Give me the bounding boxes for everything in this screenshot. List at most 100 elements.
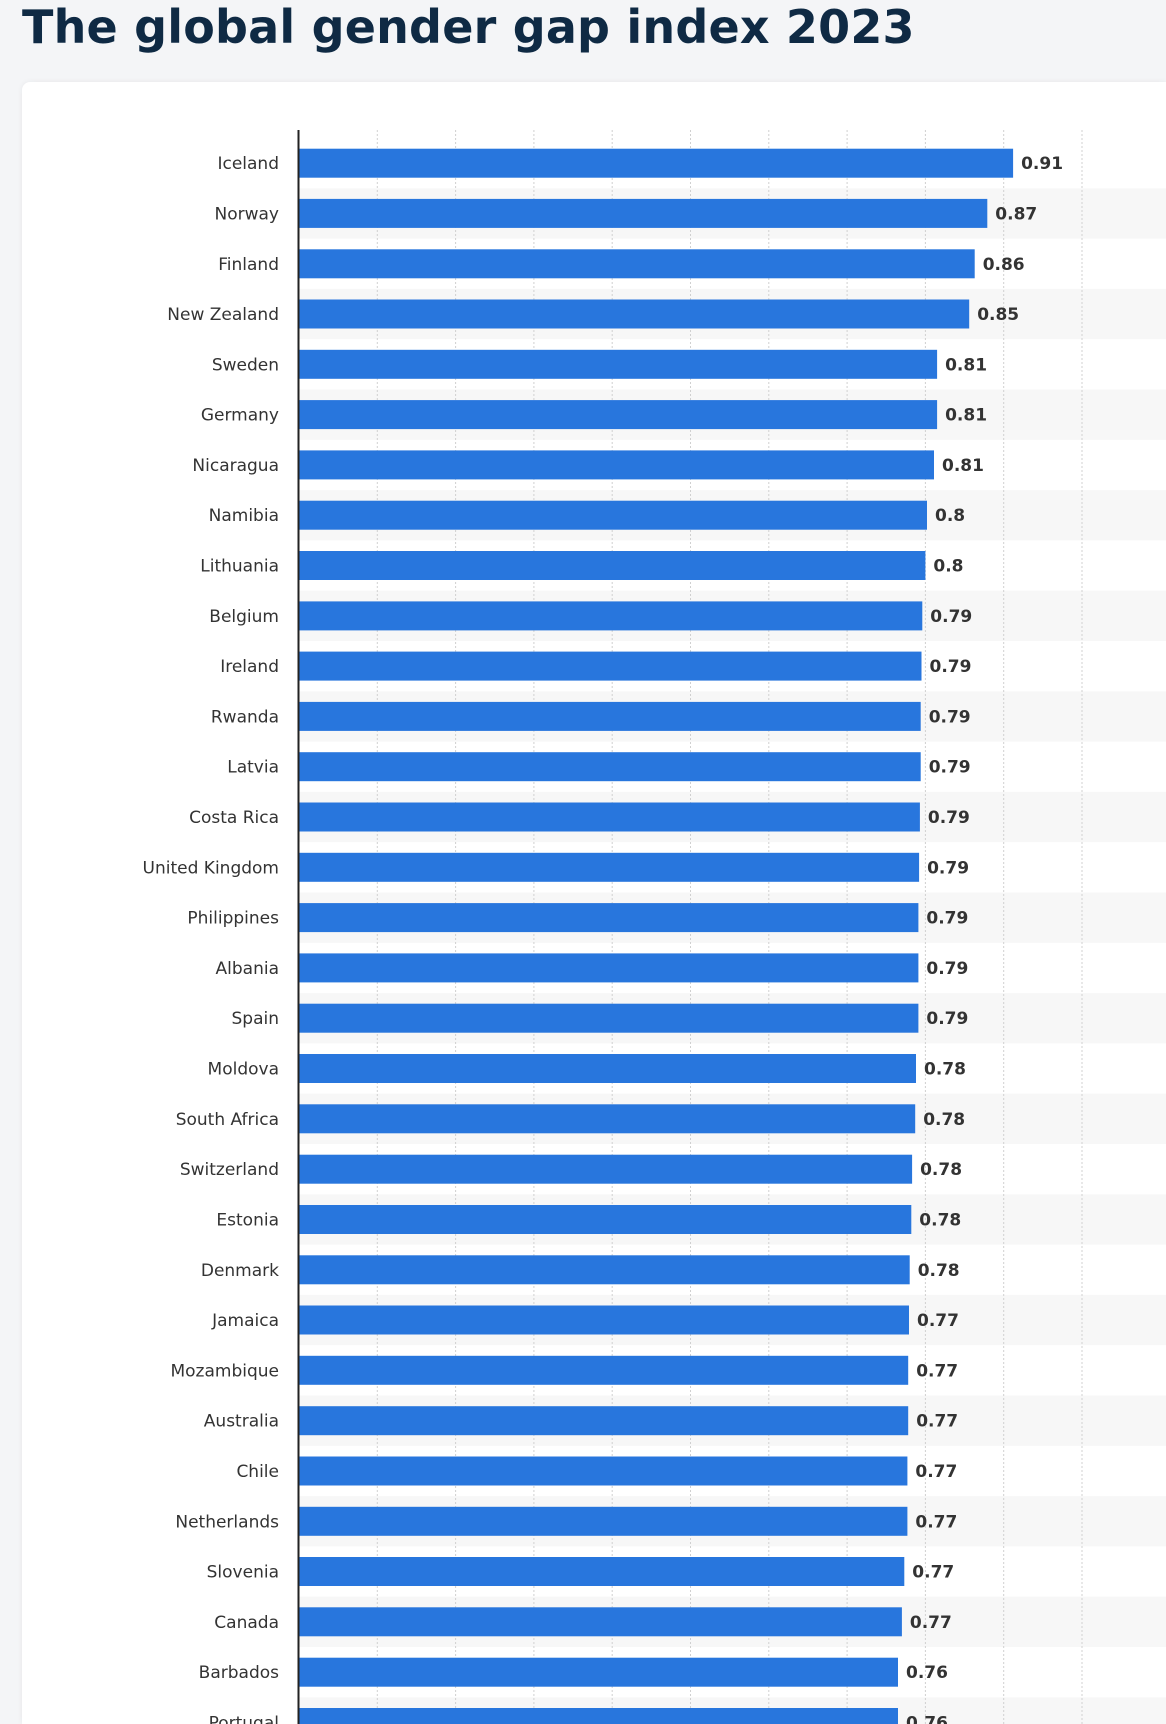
bars: [299, 148, 1014, 1724]
bar: [299, 148, 1014, 178]
bar: [299, 349, 938, 379]
value-label: 0.8: [933, 557, 963, 577]
bar: [299, 1557, 905, 1586]
value-label: 0.79: [926, 909, 968, 929]
category-label: Namibia: [209, 506, 279, 526]
bar: [299, 500, 927, 530]
category-label: Switzerland: [180, 1160, 279, 1180]
bar: [299, 198, 988, 228]
bar: [299, 1003, 919, 1033]
value-label: 0.77: [917, 1311, 959, 1331]
value-label: 0.76: [906, 1663, 948, 1683]
category-label: Germany: [201, 406, 279, 426]
value-label: 0.76: [906, 1714, 948, 1724]
category-label: Barbados: [199, 1663, 279, 1683]
value-label: 0.79: [926, 959, 968, 979]
value-label: 0.79: [929, 758, 971, 778]
category-label: South Africa: [176, 1110, 279, 1130]
bar: [299, 249, 975, 279]
bar: [299, 1255, 910, 1285]
category-label: Norway: [215, 204, 280, 224]
bar-chart: Iceland Norway Finland New Zealand Sweden Ger…: [143, 130, 1166, 1724]
value-label: 0.77: [916, 1361, 958, 1381]
bar: [299, 400, 938, 430]
value-label: 0.77: [912, 1563, 954, 1583]
bar: [299, 752, 921, 782]
value-label: 0.81: [945, 406, 987, 426]
bar: [299, 651, 922, 681]
bar: [299, 551, 926, 580]
category-label: Finland: [218, 255, 279, 275]
category-label: Albania: [216, 959, 279, 979]
category-label: Iceland: [217, 154, 279, 174]
category-label: Sweden: [212, 355, 279, 375]
category-label: Estonia: [216, 1211, 279, 1231]
bar: [299, 802, 920, 832]
bar: [299, 852, 920, 882]
category-label: Denmark: [201, 1261, 279, 1281]
value-labels: 0.91 0.87 0.86 0.85 0.81 0.81 0.81 0.8 0.8 0.79 0.…: [906, 154, 1063, 1724]
category-label: Portugal: [209, 1714, 279, 1724]
category-label: Mozambique: [170, 1361, 279, 1381]
value-label: 0.78: [923, 1110, 965, 1130]
bar: [299, 1205, 912, 1234]
category-labels: Iceland Norway Finland New Zealand Sweden Ger…: [143, 154, 280, 1724]
category-label: United Kingdom: [143, 858, 279, 878]
bar: [299, 1054, 916, 1083]
value-label: 0.86: [983, 255, 1025, 275]
bar: [299, 1104, 916, 1134]
bar: [299, 1657, 898, 1687]
value-label: 0.79: [927, 858, 969, 878]
category-label: Spain: [232, 1009, 280, 1029]
category-label: Netherlands: [175, 1512, 279, 1532]
value-label: 0.78: [919, 1211, 961, 1231]
value-label: 0.79: [926, 1009, 968, 1029]
value-label: 0.77: [916, 1412, 958, 1432]
bar: [299, 1355, 909, 1385]
category-label: Costa Rica: [189, 808, 279, 828]
category-label: Australia: [204, 1412, 279, 1432]
bar: [299, 1607, 902, 1637]
page-title: The global gender gap index 2023: [22, 0, 915, 54]
category-label: Ireland: [220, 657, 279, 677]
category-label: Latvia: [227, 758, 279, 778]
category-label: Moldova: [208, 1060, 279, 1080]
bar: [299, 953, 919, 983]
value-label: 0.79: [929, 707, 971, 727]
value-label: 0.78: [918, 1261, 960, 1281]
value-label: 0.81: [942, 456, 984, 476]
category-label: Nicaragua: [192, 456, 279, 476]
bar: [299, 1456, 908, 1486]
bar: [299, 1708, 898, 1724]
value-label: 0.79: [930, 657, 972, 677]
bar: [299, 299, 970, 329]
value-label: 0.77: [915, 1462, 957, 1482]
category-label: Jamaica: [211, 1311, 279, 1331]
bar: [299, 1305, 909, 1335]
category-label: Belgium: [209, 607, 279, 627]
category-label: Lithuania: [200, 557, 279, 577]
bar: [299, 450, 934, 480]
bar: [299, 1154, 913, 1184]
bar: [299, 701, 921, 731]
bar: [299, 1406, 909, 1436]
value-label: 0.91: [1021, 154, 1063, 174]
value-label: 0.79: [928, 808, 970, 828]
value-label: 0.8: [935, 506, 965, 526]
value-label: 0.77: [910, 1613, 952, 1633]
value-label: 0.78: [924, 1060, 966, 1080]
value-label: 0.77: [915, 1512, 957, 1532]
value-label: 0.87: [995, 204, 1037, 224]
category-label: New Zealand: [167, 305, 279, 325]
category-label: Chile: [236, 1462, 279, 1482]
category-label: Canada: [214, 1613, 279, 1633]
category-label: Rwanda: [211, 707, 279, 727]
value-label: 0.85: [977, 305, 1019, 325]
value-label: 0.78: [920, 1160, 962, 1180]
value-label: 0.81: [945, 355, 987, 375]
bar: [299, 903, 919, 933]
bar: [299, 601, 923, 631]
value-label: 0.79: [930, 607, 972, 627]
chart-card: Iceland Norway Finland New Zealand Sweden Ger…: [22, 82, 1166, 1724]
bar: [299, 1506, 908, 1536]
